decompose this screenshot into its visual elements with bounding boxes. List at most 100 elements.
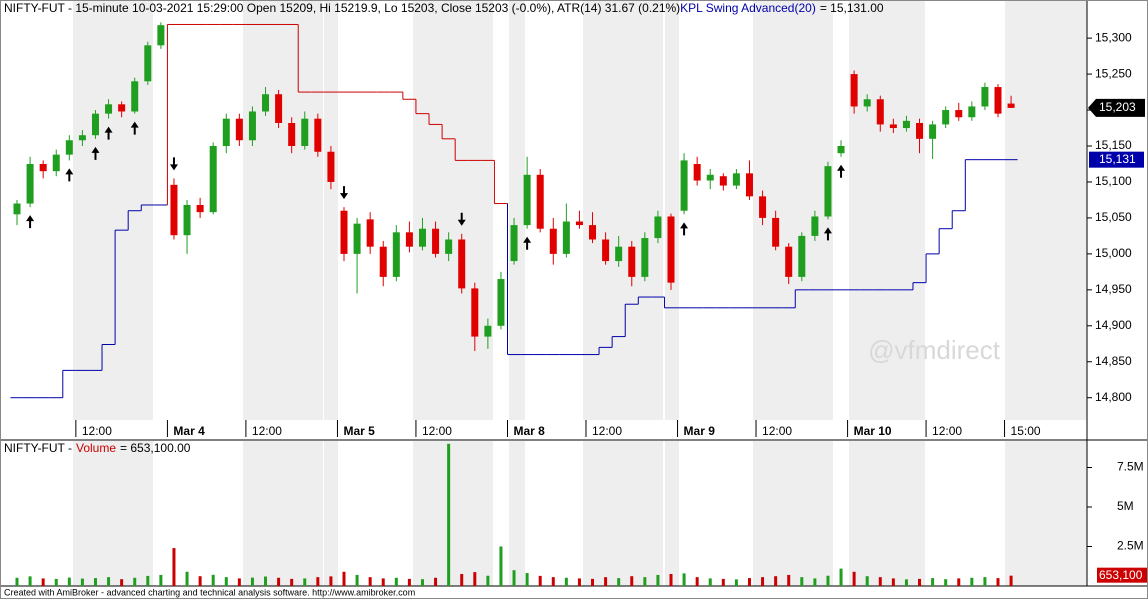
volume-bar (787, 574, 791, 586)
volume-bar (172, 548, 176, 586)
candle-body (719, 176, 727, 186)
volume-bar (996, 578, 1000, 586)
x-tick-label: 12:00 (592, 424, 622, 438)
volume-bar (473, 572, 477, 586)
volume-bar (591, 578, 595, 586)
volume-bar (708, 578, 712, 586)
candle-body (26, 163, 34, 204)
candle-body (392, 232, 400, 277)
y-tick-label: 14,950 (1095, 282, 1132, 296)
candle-body (288, 122, 296, 147)
candle-body (275, 94, 283, 123)
candle-body (589, 225, 597, 240)
x-tick-label: 15:00 (1011, 424, 1041, 438)
buy-arrow (104, 126, 113, 140)
volume-bar (826, 575, 830, 586)
x-tick-label: 12:00 (932, 424, 962, 438)
x-tick-label: 12:00 (422, 424, 452, 438)
volume-bar (525, 573, 529, 586)
volume-bar (93, 578, 97, 586)
volume-bar (839, 568, 843, 586)
candle-body (314, 118, 322, 152)
volume-bar (682, 573, 686, 586)
candle-body (680, 160, 688, 211)
volume-bar (931, 578, 935, 586)
volume-bar (734, 579, 738, 586)
candle-body (981, 87, 989, 107)
candle-body (955, 110, 963, 118)
candle-body (889, 124, 897, 129)
volume-bar (1009, 575, 1013, 586)
buy-arrow (130, 121, 139, 135)
volume-bar (747, 578, 751, 586)
candle-body (850, 74, 858, 107)
candle-body (105, 104, 113, 114)
close-tag (1088, 98, 1145, 117)
volume-bar (198, 576, 202, 586)
volume-bar (970, 577, 974, 586)
candle-body (772, 217, 780, 247)
candle-body (379, 246, 387, 277)
volume-bar (761, 577, 765, 586)
y-tick-label: 15,250 (1095, 66, 1132, 80)
y-tick-label: 15,050 (1095, 210, 1132, 224)
candle-body (471, 288, 479, 337)
session-bands (73, 0, 1087, 586)
candle-body (405, 232, 413, 247)
volume-bar (303, 578, 307, 586)
volume-bar (577, 578, 581, 586)
volume-bar (368, 577, 372, 586)
volume-bar (120, 579, 124, 586)
candle-body (52, 154, 60, 172)
volume-bar (512, 570, 516, 586)
volume-bar (944, 579, 948, 586)
legend-entry: KPL Swing Advanced(20) (680, 1, 816, 15)
candle-body (13, 203, 21, 215)
candle-body (811, 216, 819, 236)
value-tag-label: 15,131 (1099, 152, 1136, 166)
y-tick-label: 14,850 (1095, 354, 1132, 368)
y-tick-label: 14,800 (1095, 390, 1132, 404)
volume-header: NIFTY-FUT - Volume = 653,100.00 (4, 441, 191, 455)
volume-bar (695, 577, 699, 586)
volume-bar (185, 571, 189, 586)
buy-arrow (26, 215, 35, 229)
candle-body (497, 279, 505, 326)
candle-body (759, 196, 767, 218)
volume-bar (28, 576, 32, 586)
y-tick-label: 15,300 (1095, 30, 1132, 44)
volume-bar (800, 577, 804, 586)
candle-body (327, 151, 335, 182)
candle-body (366, 219, 374, 247)
watermark: @vfmdirect (868, 335, 1001, 365)
volume-bar (15, 577, 19, 586)
candle-body (183, 204, 191, 236)
volume-bar (407, 578, 411, 586)
x-tick-label: Mar 5 (343, 424, 375, 438)
candle-body (902, 120, 910, 129)
candle-body (798, 235, 806, 277)
candle-body (824, 166, 832, 217)
candle-body (994, 87, 1002, 114)
candle-body (432, 228, 440, 254)
candle-body (706, 174, 714, 181)
volume-bar (316, 577, 320, 586)
candle-body (732, 173, 740, 186)
volume-bar (250, 577, 254, 586)
candle-body (144, 45, 152, 82)
volume-bar (878, 577, 882, 586)
volume-bar (721, 578, 725, 586)
candle-body (418, 228, 426, 247)
candle-body (131, 81, 139, 112)
buy-arrow (837, 164, 846, 178)
candle-body (916, 122, 924, 139)
chart-title: NIFTY-FUT - (4, 441, 72, 455)
candle-body (615, 246, 623, 262)
volume-bar (355, 574, 359, 586)
candle-body (942, 110, 950, 125)
candle-body (549, 228, 557, 254)
candle-body (209, 146, 217, 213)
y-tick-label: 15,150 (1095, 138, 1132, 152)
